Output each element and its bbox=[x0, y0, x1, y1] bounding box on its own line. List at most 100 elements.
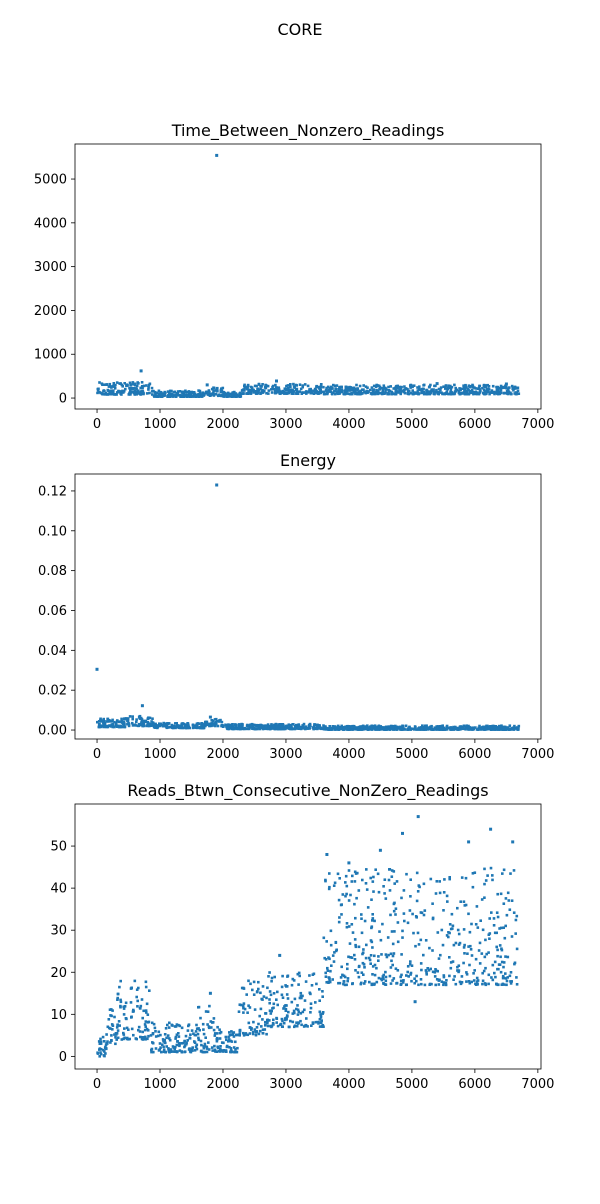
data-point bbox=[442, 385, 445, 388]
data-point bbox=[396, 921, 400, 924]
data-point bbox=[296, 1013, 300, 1016]
data-point bbox=[115, 1038, 118, 1041]
data-point bbox=[111, 723, 115, 726]
data-point bbox=[218, 1028, 221, 1031]
data-point bbox=[346, 977, 350, 980]
outlier-point bbox=[95, 667, 99, 671]
data-point bbox=[318, 1025, 322, 1028]
data-point bbox=[269, 993, 273, 997]
data-point bbox=[342, 974, 346, 978]
data-point bbox=[257, 390, 260, 394]
data-point bbox=[331, 387, 334, 390]
data-point bbox=[283, 1005, 286, 1008]
data-point bbox=[197, 1027, 200, 1030]
data-point bbox=[364, 385, 368, 388]
data-point bbox=[403, 385, 406, 388]
data-point bbox=[112, 389, 115, 392]
data-point bbox=[250, 1028, 253, 1031]
data-point bbox=[462, 900, 466, 903]
data-point bbox=[131, 724, 135, 727]
data-point bbox=[322, 724, 325, 727]
data-point bbox=[145, 1011, 148, 1014]
data-point bbox=[215, 1039, 219, 1043]
data-point bbox=[398, 725, 402, 729]
data-point bbox=[237, 726, 240, 730]
data-point bbox=[309, 724, 312, 727]
data-point bbox=[439, 386, 443, 389]
data-point bbox=[203, 1050, 207, 1054]
data-point bbox=[384, 388, 388, 391]
data-point bbox=[219, 1045, 222, 1048]
data-point bbox=[483, 896, 486, 899]
data-point bbox=[330, 385, 333, 389]
data-point bbox=[326, 966, 329, 970]
data-point bbox=[218, 1031, 222, 1035]
data-point bbox=[467, 912, 470, 916]
data-point bbox=[372, 890, 375, 893]
data-point bbox=[442, 909, 445, 912]
data-point bbox=[109, 725, 113, 728]
data-point bbox=[347, 925, 351, 928]
data-point bbox=[488, 391, 492, 394]
data-point bbox=[261, 1028, 265, 1031]
data-point bbox=[516, 389, 520, 393]
data-point bbox=[403, 728, 407, 731]
data-point bbox=[467, 389, 471, 392]
data-point bbox=[135, 720, 138, 724]
data-point bbox=[333, 392, 337, 396]
data-point bbox=[506, 392, 509, 395]
data-point bbox=[504, 955, 507, 958]
data-point bbox=[224, 1049, 228, 1052]
data-point bbox=[373, 963, 377, 967]
data-point bbox=[200, 393, 204, 397]
data-point bbox=[204, 1010, 208, 1013]
data-point bbox=[354, 872, 358, 875]
data-point bbox=[315, 391, 319, 394]
data-point bbox=[346, 979, 349, 983]
data-point bbox=[482, 388, 486, 392]
data-point bbox=[502, 868, 506, 872]
data-point bbox=[415, 391, 419, 394]
data-point bbox=[481, 387, 484, 390]
data-point bbox=[193, 1049, 197, 1052]
data-point bbox=[282, 1021, 286, 1025]
data-point bbox=[116, 998, 119, 1001]
data-point bbox=[333, 389, 337, 393]
data-point bbox=[325, 388, 328, 392]
data-point bbox=[174, 1045, 177, 1049]
data-point bbox=[466, 387, 470, 390]
data-point bbox=[309, 1006, 313, 1010]
data-point bbox=[444, 981, 448, 985]
data-point bbox=[462, 928, 466, 931]
data-point bbox=[382, 982, 385, 985]
data-point bbox=[185, 1042, 188, 1046]
data-point bbox=[369, 954, 373, 957]
data-point bbox=[205, 1045, 209, 1049]
data-point bbox=[298, 996, 302, 1000]
data-point bbox=[197, 392, 200, 396]
data-point bbox=[328, 390, 331, 393]
data-point bbox=[255, 384, 258, 388]
data-point bbox=[383, 878, 387, 881]
data-point bbox=[273, 390, 277, 393]
data-point bbox=[167, 1050, 171, 1054]
data-point bbox=[416, 389, 420, 392]
data-point bbox=[493, 931, 497, 935]
data-point bbox=[500, 948, 504, 952]
data-point bbox=[104, 1052, 107, 1055]
data-point bbox=[152, 1050, 155, 1054]
data-point bbox=[391, 727, 395, 731]
data-point bbox=[113, 387, 117, 390]
data-point bbox=[173, 1025, 177, 1028]
data-point bbox=[111, 718, 114, 722]
data-point bbox=[499, 725, 503, 728]
data-point bbox=[252, 391, 255, 394]
data-point bbox=[506, 976, 509, 979]
data-point bbox=[139, 1004, 143, 1008]
data-point bbox=[130, 1027, 134, 1031]
data-point bbox=[399, 392, 402, 396]
data-point bbox=[257, 980, 260, 984]
data-point bbox=[135, 995, 138, 999]
data-point bbox=[144, 985, 148, 989]
data-point bbox=[182, 1041, 185, 1045]
